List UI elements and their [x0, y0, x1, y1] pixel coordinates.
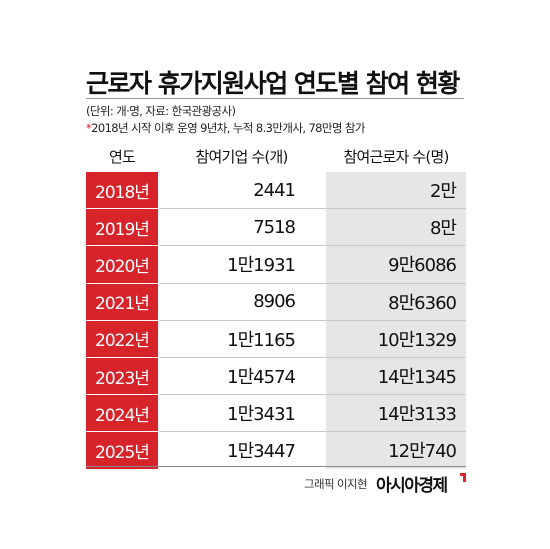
- unit-source-note: (단위: 개·명, 자료: 한국관광공사): [86, 104, 236, 118]
- workers-cell: 10만1329: [326, 320, 466, 357]
- page-title: 근로자 휴가지원사업 연도별 참여 현황: [86, 69, 460, 98]
- header-year: 연도: [108, 148, 136, 166]
- companies-value: 1만1931: [227, 255, 296, 277]
- companies-value: 1만1165: [227, 329, 296, 351]
- header-companies: 참여기업 수(개): [195, 148, 288, 166]
- header-workers: 참여근로자 수(명): [343, 148, 449, 166]
- graphic-credit: 그래픽 이지현: [304, 477, 368, 491]
- year-cell: 2018년: [86, 172, 158, 209]
- workers-cell: 14만1345: [326, 357, 466, 395]
- row-divider: [160, 356, 466, 358]
- workers-value: 9만6086: [388, 255, 457, 277]
- footnote-star: *: [86, 121, 92, 135]
- year-cell: 2024년: [86, 395, 158, 432]
- companies-cell: 1만3431: [160, 395, 323, 432]
- companies-cell: 1만4574: [160, 357, 323, 395]
- companies-cell: 2441: [160, 172, 323, 209]
- table-row: 2022년 1만1165 10만1329: [86, 320, 466, 358]
- workers-value: 14만1345: [377, 367, 457, 389]
- workers-cell: 9만6086: [326, 246, 466, 283]
- year-cell: 2023년: [86, 357, 158, 395]
- workers-cell: 14만3133: [326, 395, 466, 432]
- companies-value: 1만3431: [227, 404, 296, 426]
- year-cell: 2022년: [86, 320, 158, 357]
- publisher-logo: 아시아경제: [376, 476, 448, 496]
- workers-value: 8만6360: [388, 292, 457, 314]
- workers-value: 14만3133: [377, 404, 457, 426]
- row-divider: [160, 431, 466, 433]
- workers-value: 8만: [429, 218, 457, 240]
- workers-value: 10만1329: [377, 329, 457, 351]
- table-row: 2020년 1만1931 9만6086: [86, 246, 466, 284]
- logo-mark-icon: [460, 473, 466, 482]
- year-cell: 2020년: [86, 246, 158, 283]
- companies-value: 8906: [253, 291, 296, 313]
- workers-value: 2만: [429, 181, 457, 203]
- table-row: 2021년 8906 8만6360: [86, 283, 466, 321]
- workers-cell: 12만740: [326, 432, 466, 469]
- year-cell: 2021년: [86, 283, 158, 320]
- companies-cell: 8906: [160, 283, 323, 320]
- workers-value: 12만740: [388, 441, 457, 463]
- table-row: 2019년 7518 8만: [86, 209, 466, 247]
- companies-value: 7518: [253, 216, 296, 238]
- companies-cell: 1만1165: [160, 320, 323, 357]
- year-cell: 2019년: [86, 209, 158, 246]
- row-divider: [160, 208, 466, 210]
- row-divider: [160, 394, 466, 396]
- companies-value: 1만3447: [227, 441, 296, 463]
- companies-cell: 1만3447: [160, 432, 323, 469]
- table-row: 2024년 1만3431 14만3133: [86, 395, 466, 433]
- table-row: 2018년 2441 2만: [86, 172, 466, 210]
- companies-value: 2441: [253, 179, 296, 201]
- title-divider: [86, 98, 464, 99]
- row-divider: [160, 319, 466, 321]
- row-divider: [160, 282, 466, 284]
- bottom-divider: [86, 466, 466, 467]
- table-row: 2025년 1만3447 12만740: [86, 432, 466, 470]
- workers-cell: 8만6360: [326, 283, 466, 320]
- companies-cell: 1만1931: [160, 246, 323, 283]
- workers-cell: 2만: [326, 172, 466, 209]
- companies-value: 1만4574: [227, 367, 296, 389]
- table-row: 2023년 1만4574 14만1345: [86, 357, 466, 396]
- footnote: *2018년 시작 이후 운영 9년차, 누적 8.3만개사, 78만명 참가: [86, 120, 365, 136]
- companies-cell: 7518: [160, 209, 323, 246]
- workers-cell: 8만: [326, 209, 466, 246]
- row-divider: [160, 245, 466, 247]
- year-cell: 2025년: [86, 432, 158, 469]
- participation-table: 2018년 2441 2만 2019년 7518 8만 2020년 1만1931…: [86, 172, 466, 470]
- footnote-text: 2018년 시작 이후 운영 9년차, 누적 8.3만개사, 78만명 참가: [91, 121, 365, 135]
